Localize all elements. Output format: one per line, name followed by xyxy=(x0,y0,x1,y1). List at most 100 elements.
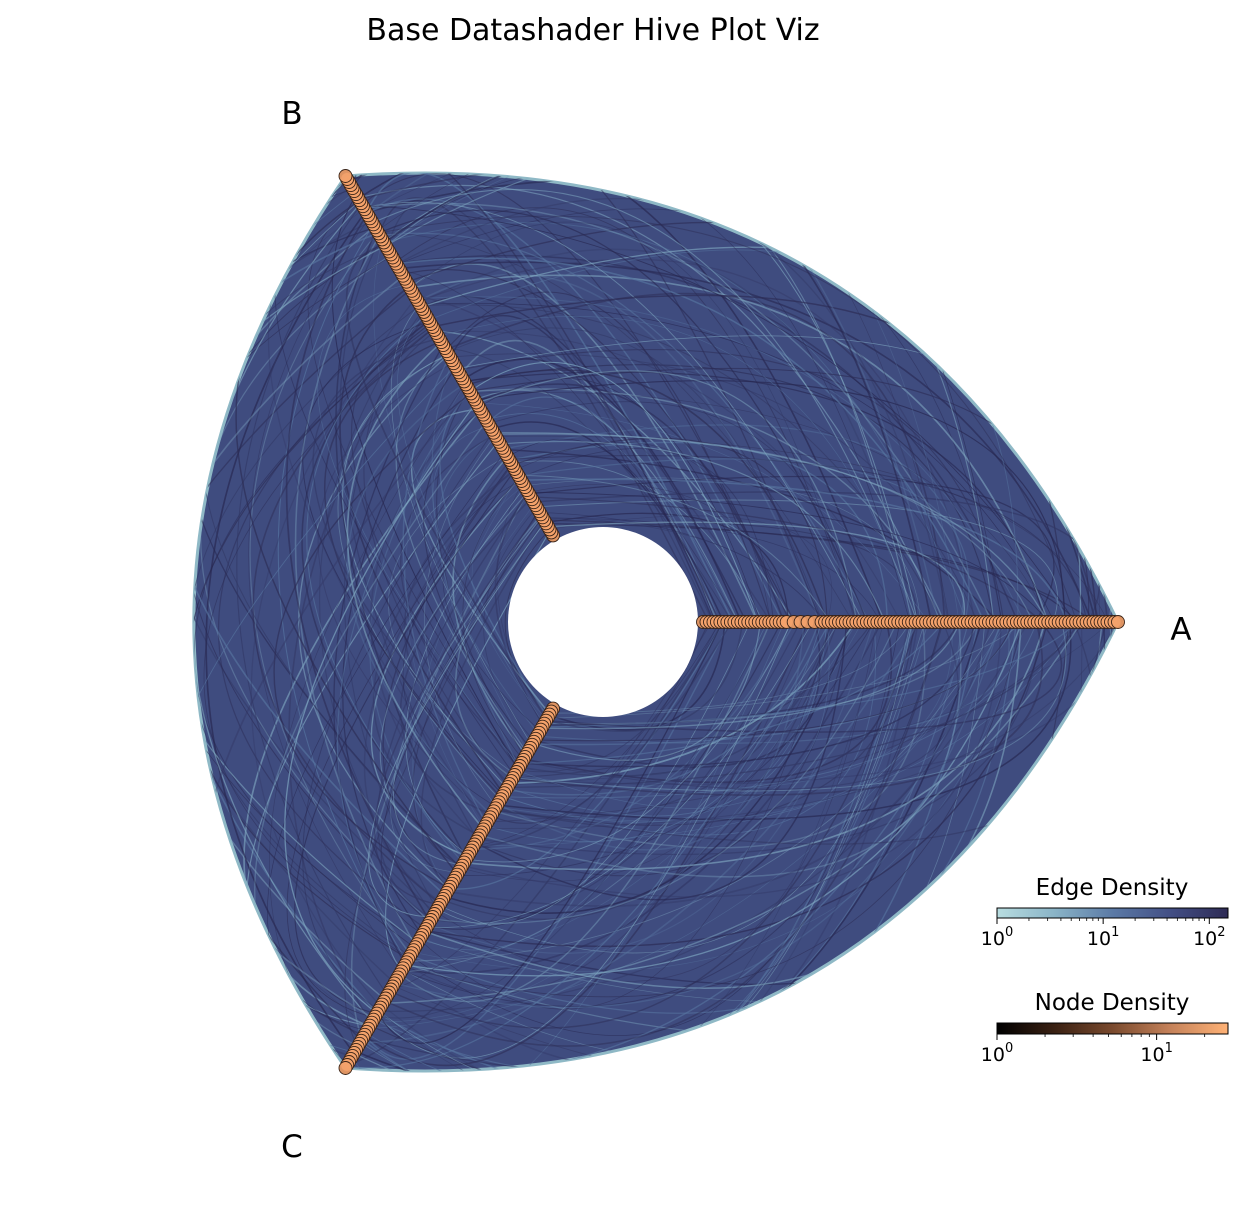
edge-curve xyxy=(452,456,527,756)
edge-curve xyxy=(497,621,805,851)
edge-curve xyxy=(517,621,720,773)
edge-curve xyxy=(399,621,772,1003)
edge-curve xyxy=(374,511,541,906)
edge-curve xyxy=(405,621,812,994)
edge-curve xyxy=(363,201,864,623)
edge-curve xyxy=(549,515,833,623)
edge-curve xyxy=(493,432,1049,623)
node-colorbar-ticks: 100 101 xyxy=(981,1034,1206,1066)
edge-curve xyxy=(351,173,721,623)
colorbar-tick-label: 102 xyxy=(1193,925,1225,950)
edge-curve xyxy=(486,412,738,623)
edge-curve xyxy=(435,621,877,982)
edge-curve xyxy=(519,448,774,623)
edge-curve xyxy=(400,621,840,973)
edge-colorbar-title: Edge Density xyxy=(1036,875,1189,901)
edge-curve xyxy=(345,244,548,720)
axis-label-a: A xyxy=(1170,612,1191,648)
edge-curve xyxy=(519,621,831,777)
tick-exponent: 0 xyxy=(1005,1041,1013,1056)
edge-curve xyxy=(400,433,523,764)
edge-curve xyxy=(536,499,1058,623)
edge-curve xyxy=(302,321,504,796)
edge-curve xyxy=(521,621,976,768)
edge-curve xyxy=(398,261,1093,623)
edge-curve xyxy=(466,621,792,863)
edge-curve xyxy=(377,621,724,1044)
edge-curve xyxy=(456,621,874,876)
edge-curve xyxy=(193,255,416,949)
edge-curve xyxy=(294,234,417,947)
edge-curve xyxy=(512,621,1044,796)
edge-curve xyxy=(378,232,854,623)
tick-exponent: 0 xyxy=(1005,925,1013,940)
edge-curve xyxy=(236,203,388,996)
edge-curve xyxy=(294,469,516,1015)
edge-curve xyxy=(273,392,472,890)
edge-curve xyxy=(474,380,1066,623)
edge-curve xyxy=(358,173,884,623)
edge-curve xyxy=(383,222,967,623)
tick-base: 10 xyxy=(981,928,1005,950)
chart-title: Base Datashader Hive Plot Viz xyxy=(366,13,819,48)
edge-curve xyxy=(404,383,485,829)
edge-curve xyxy=(366,173,940,623)
edge-curve xyxy=(403,469,516,780)
edge-curve xyxy=(359,621,920,1044)
edge-curve xyxy=(302,431,494,1011)
edge-curve xyxy=(395,207,858,623)
edge-curve xyxy=(399,497,533,815)
edge-curve xyxy=(532,621,761,761)
edge-curve xyxy=(402,478,521,808)
edge-curve xyxy=(420,519,545,889)
tick-base: 10 xyxy=(1140,1044,1164,1066)
edge-curve xyxy=(286,463,512,1018)
edge-curve xyxy=(342,354,508,789)
edge-curve xyxy=(395,254,1019,623)
edge-density-colorbar: Edge Density 100 101 102 xyxy=(981,875,1229,950)
colorbar-tick-label: 100 xyxy=(981,1041,1013,1066)
edge-curve xyxy=(285,213,431,922)
edge-curve xyxy=(372,467,515,837)
edge-curve xyxy=(426,621,813,928)
edge-curve xyxy=(346,621,831,1069)
edge-curve xyxy=(407,621,1000,962)
edge-curve xyxy=(455,514,542,779)
edge-curve xyxy=(193,242,430,924)
axis-label-b: B xyxy=(281,96,302,132)
edge-curve xyxy=(507,621,1080,789)
edge-curve xyxy=(193,322,431,960)
edge-curve xyxy=(193,226,386,1001)
edge-curve xyxy=(543,518,881,623)
edge-curve xyxy=(512,437,828,623)
edge-curve xyxy=(508,455,1088,623)
edge-curve xyxy=(495,621,915,826)
edge-curve xyxy=(343,310,438,910)
edge-curve xyxy=(462,621,1002,898)
edge-curve xyxy=(521,478,1068,623)
edge-curve xyxy=(513,621,1067,792)
edge-curve xyxy=(517,621,830,809)
edge-curve xyxy=(404,621,1023,977)
edge-curve xyxy=(436,389,526,758)
tick-exponent: 1 xyxy=(1111,925,1119,940)
edge-curve xyxy=(312,337,510,785)
edge-curve xyxy=(379,491,529,857)
edge-curve xyxy=(412,475,519,890)
edge-curve xyxy=(437,316,915,623)
edge-curve xyxy=(358,184,942,623)
edge-curve xyxy=(507,621,828,817)
edge-curve xyxy=(496,621,962,822)
edge-curve xyxy=(410,221,856,623)
edge-curve xyxy=(496,482,544,727)
edge-curve xyxy=(448,621,724,890)
edge-curve xyxy=(200,254,431,923)
edge-curve xyxy=(450,353,978,623)
edge-curve xyxy=(511,460,764,623)
edge-curve xyxy=(462,358,742,623)
tick-exponent: 1 xyxy=(1165,1041,1173,1056)
edge-curve xyxy=(390,521,546,873)
edge-curve xyxy=(339,237,478,840)
edge-curve xyxy=(331,194,519,770)
edge-curve xyxy=(395,352,528,754)
